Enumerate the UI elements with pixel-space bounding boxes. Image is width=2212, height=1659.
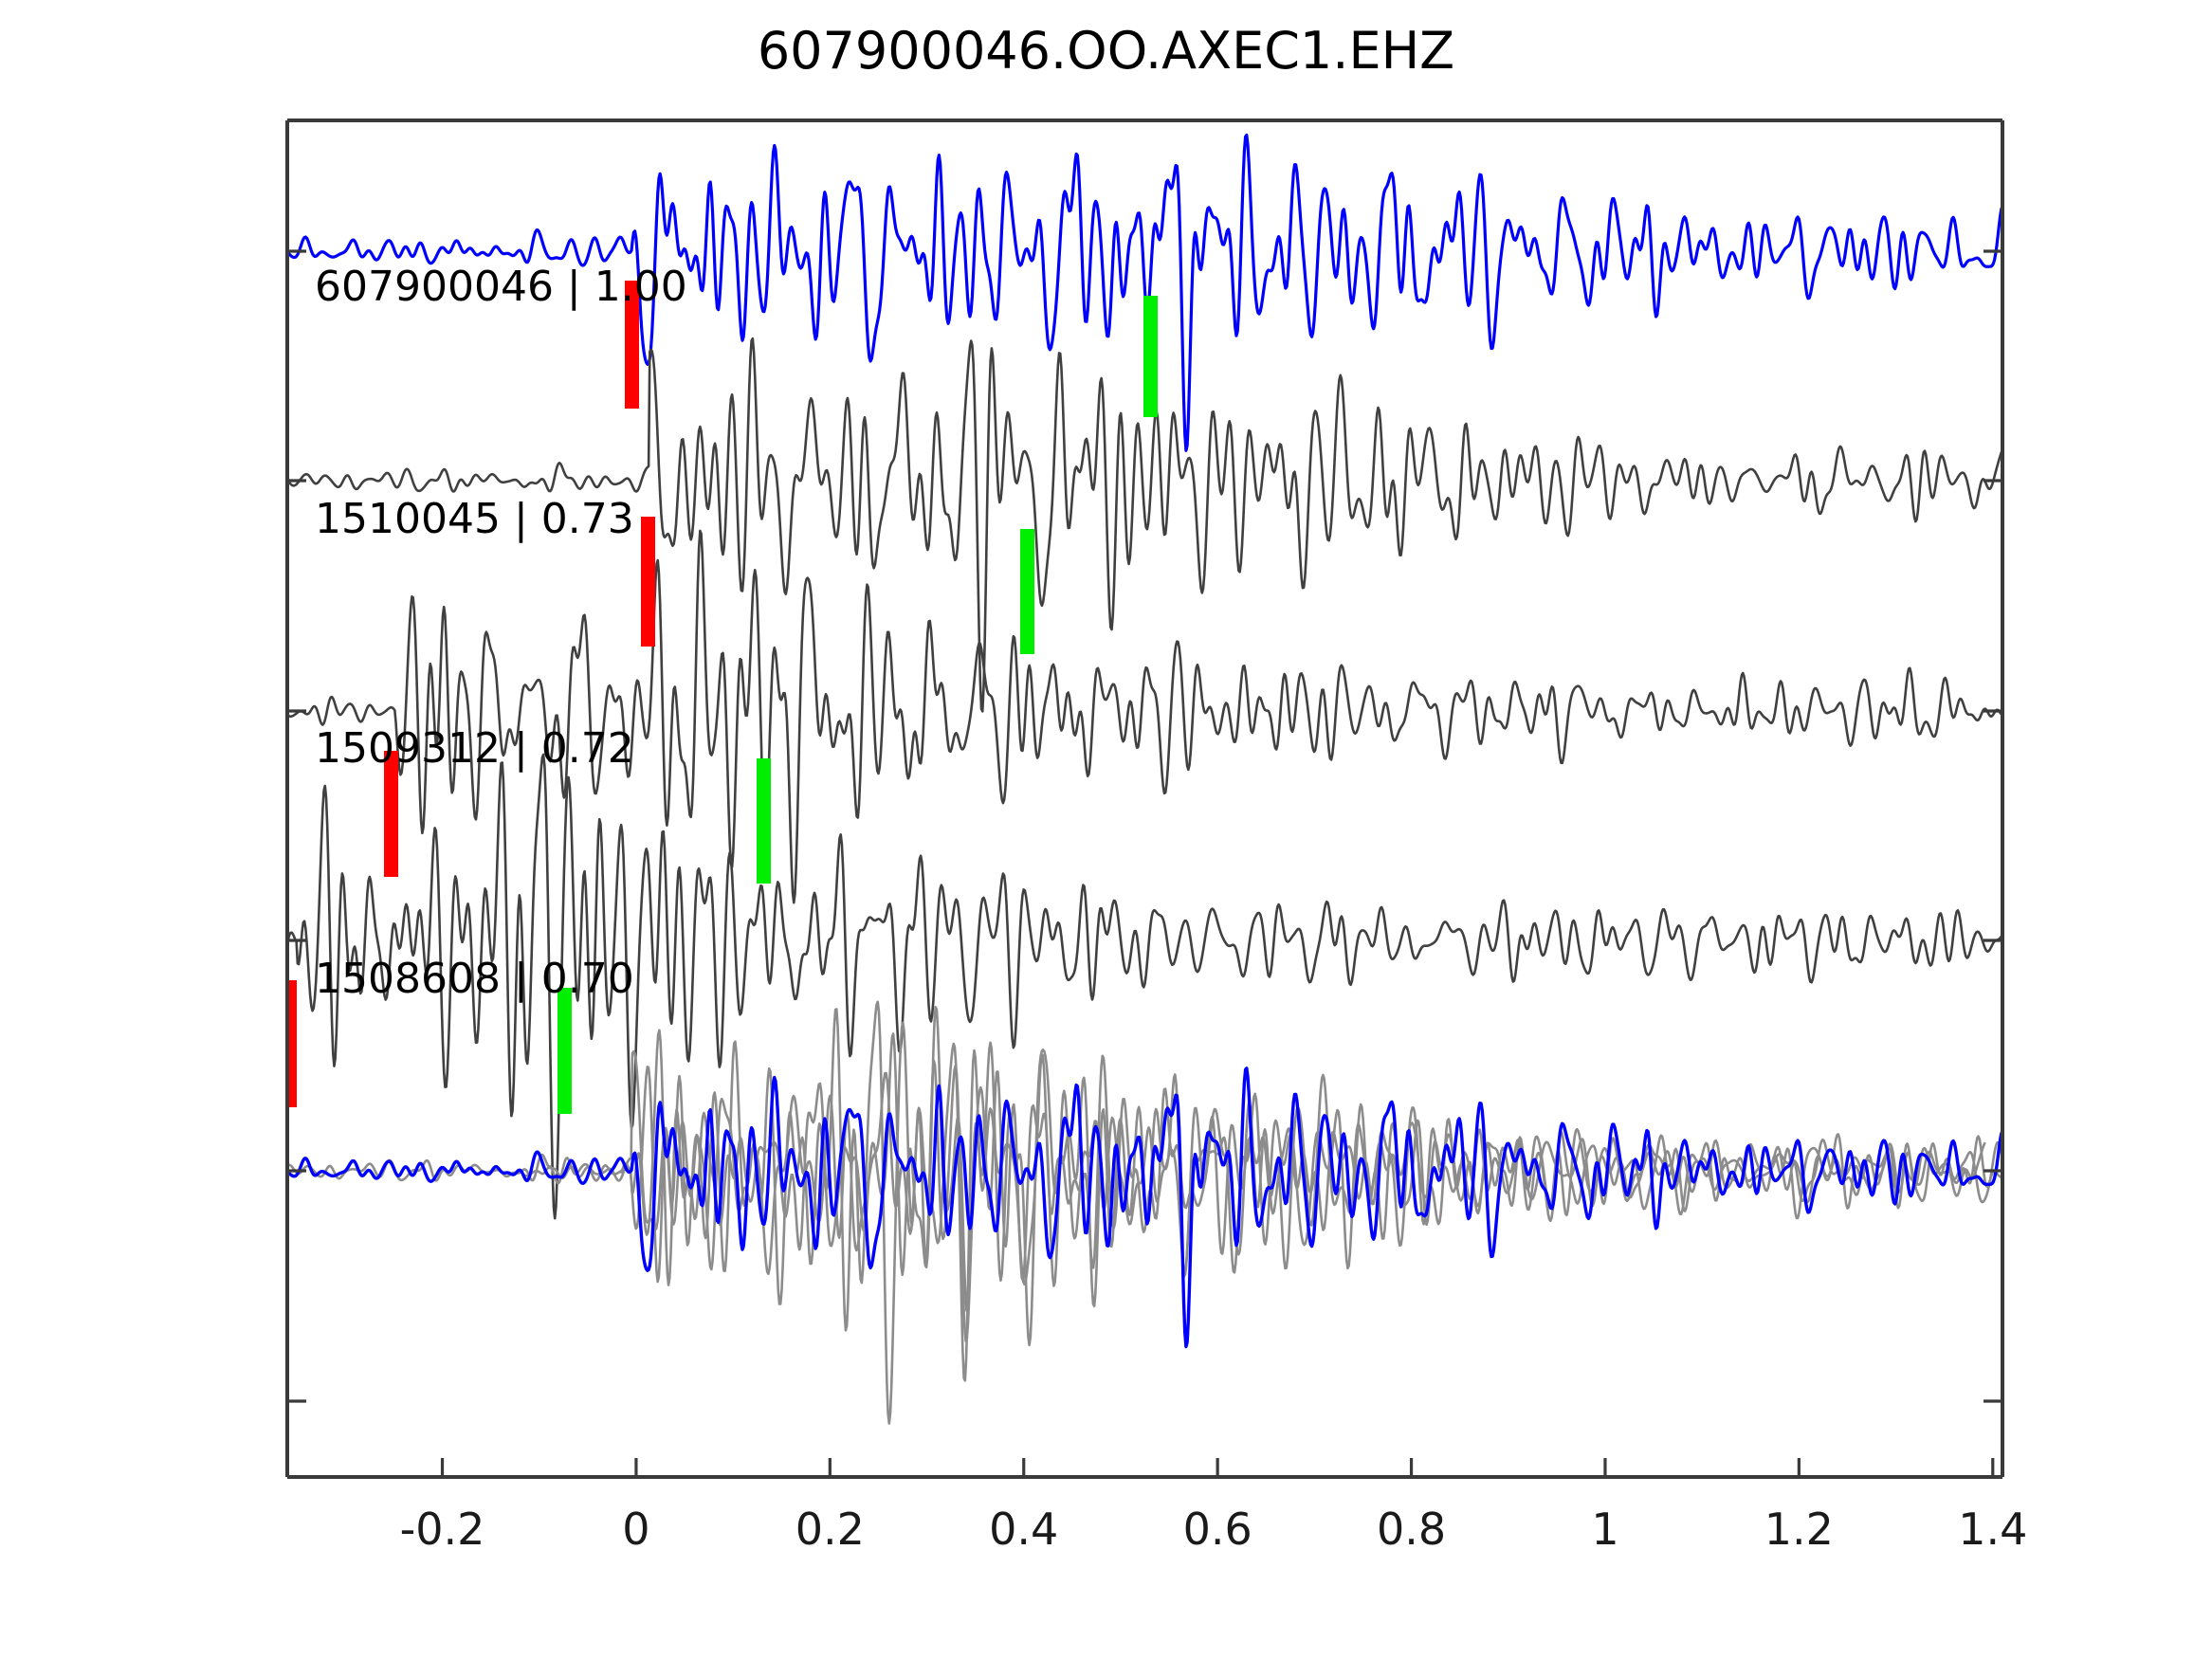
waveform-line-1509312 bbox=[287, 529, 2002, 904]
x-tick-label-1.2: 1.2 bbox=[1764, 1504, 1834, 1555]
s-pick-marker-607900046 bbox=[1143, 296, 1158, 417]
overlay-stack bbox=[287, 1000, 2002, 1425]
trace-label-1508608: 1508608 | 0.70 bbox=[315, 955, 634, 1003]
trace-label-1509312: 1509312 | 0.72 bbox=[315, 724, 634, 773]
x-tick-label--0.2: -0.2 bbox=[399, 1504, 485, 1555]
overlay-line-1508608 bbox=[620, 1000, 2002, 1425]
x-tick-label-1.4: 1.4 bbox=[1958, 1504, 2028, 1555]
s-pick-marker-1508608 bbox=[558, 988, 572, 1114]
trace-label-607900046: 607900046 | 1.00 bbox=[315, 263, 687, 311]
overlay-line-1510045 bbox=[287, 1040, 1986, 1382]
trace-row-1508608 bbox=[287, 753, 2002, 1220]
p-pick-marker-1508608 bbox=[287, 980, 297, 1107]
trace-label-1510045: 1510045 | 0.73 bbox=[315, 495, 634, 543]
waveform-svg bbox=[287, 133, 2002, 1425]
p-pick-marker-607900046 bbox=[625, 281, 639, 409]
waveform-line-1510045 bbox=[287, 337, 2002, 713]
waveform-line-607900046 bbox=[287, 133, 2002, 452]
trace-row-607900046 bbox=[287, 133, 2002, 452]
s-pick-marker-1509312 bbox=[757, 758, 771, 884]
plot-area bbox=[287, 120, 2002, 1477]
trace-row-1510045 bbox=[287, 337, 2002, 713]
trace-row-1509312 bbox=[287, 529, 2002, 904]
x-tick-label-1: 1 bbox=[1591, 1504, 1619, 1555]
x-tick-label-0.2: 0.2 bbox=[795, 1504, 865, 1555]
x-tick-label-0.6: 0.6 bbox=[1182, 1504, 1252, 1555]
p-pick-marker-1510045 bbox=[641, 517, 655, 647]
s-pick-marker-1510045 bbox=[1020, 529, 1034, 654]
x-tick-label-0.4: 0.4 bbox=[989, 1504, 1059, 1555]
overlay-line-607900046 bbox=[287, 1066, 2002, 1349]
waveform-line-1508608 bbox=[287, 753, 2002, 1220]
x-tick-label-0: 0 bbox=[622, 1504, 650, 1555]
p-pick-marker-1509312 bbox=[384, 751, 398, 877]
page-title: 607900046.OO.AXEC1.EHZ bbox=[757, 21, 1455, 81]
x-tick-label-0.8: 0.8 bbox=[1376, 1504, 1447, 1555]
